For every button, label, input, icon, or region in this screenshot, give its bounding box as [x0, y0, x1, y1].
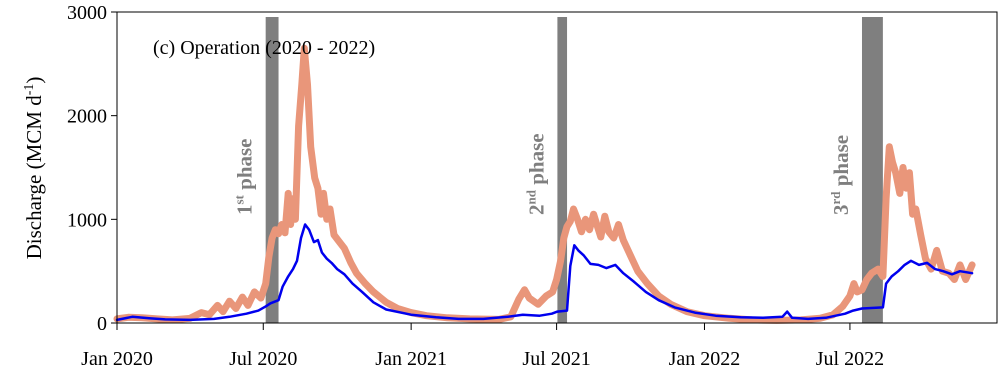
series-line-1 — [113, 44, 976, 324]
phase-labels: 1st phase 2nd phase 3rd phase — [232, 133, 853, 215]
x-tick-label: Jul 2022 — [816, 348, 884, 369]
phase-bar-2 — [557, 17, 568, 323]
x-tick-label: Jan 2022 — [669, 348, 741, 369]
phase-label-3: 3rd phase — [828, 135, 853, 215]
y-axis-label-end: ) — [22, 77, 46, 84]
y-axis-label-main: Discharge (MCM d — [22, 95, 46, 260]
y-tick-label: 2000 — [67, 106, 107, 128]
y-axis-label: Discharge (MCM d-1) — [22, 77, 46, 260]
y-tick-label: 3000 — [67, 2, 107, 24]
phase-label-2: 2nd phase — [523, 133, 548, 215]
series-layer — [113, 44, 976, 324]
phase-label-1: 1st phase — [232, 139, 257, 216]
y-tick-label: 1000 — [67, 209, 107, 231]
y-axis: 0 1000 2000 3000 — [67, 2, 117, 335]
y-axis-label-sup: -1 — [22, 84, 37, 96]
series-line-2 — [115, 223, 974, 322]
x-tick-label: Jul 2021 — [522, 348, 590, 369]
x-tick-label: Jul 2020 — [229, 348, 297, 369]
x-tick-label: Jan 2020 — [81, 348, 153, 369]
phase-bar-3 — [861, 17, 883, 323]
y-tick-label: 0 — [97, 313, 107, 335]
x-axis: Jan 2020 Jul 2020 Jan 2021 Jul 2021 Jan 2022… — [81, 323, 884, 369]
x-tick-label: Jan 2021 — [375, 348, 447, 369]
chart-title: (c) Operation (2020 - 2022) — [153, 37, 375, 59]
